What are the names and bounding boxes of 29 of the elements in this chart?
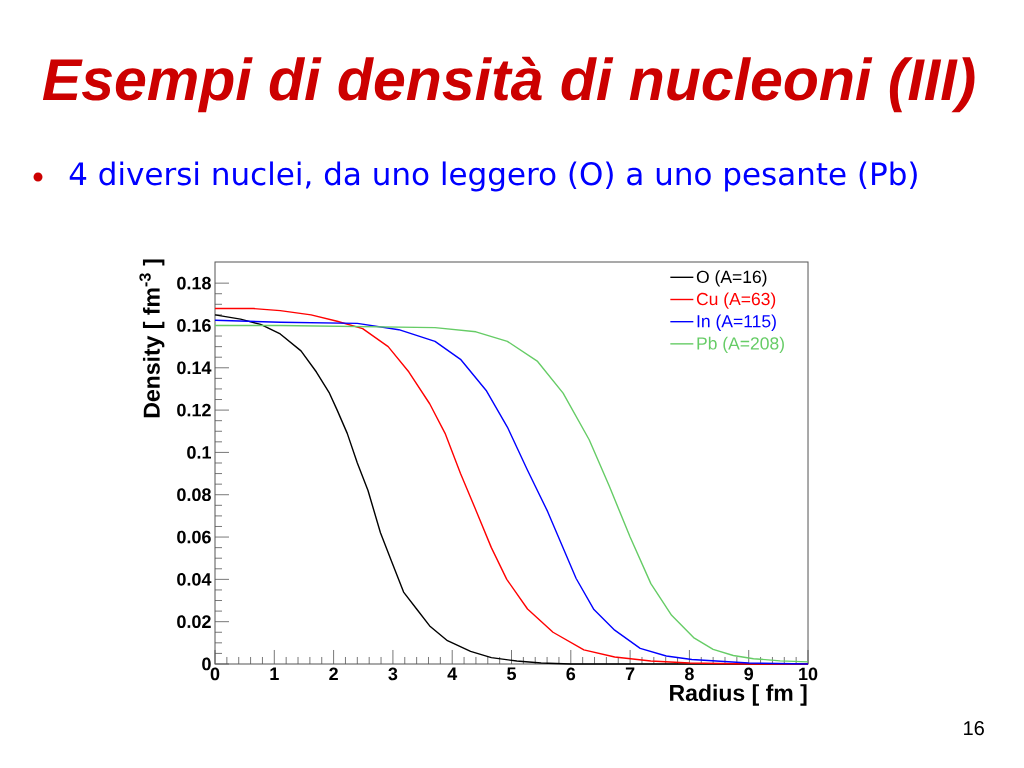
legend-label: In (A=115) — [697, 314, 776, 331]
y-axis-title: Density [ fm$^{-3}$ ] — [139, 259, 165, 418]
x-tick-label: 9 — [744, 667, 754, 681]
x-tick-label: 4 — [447, 667, 458, 680]
y-tick-label: 0.12 — [177, 403, 211, 417]
text: 16 — [964, 721, 984, 736]
legend-label: Pb (A=208) — [697, 336, 784, 354]
y-tick-label: 0.02 — [177, 615, 211, 629]
y-tick-label: 0.14 — [177, 361, 212, 375]
chart-title: Esempi di densità di nucleoni (III) — [42, 56, 975, 113]
x-tick-label: 7 — [625, 667, 635, 680]
y-tick-label: 0.08 — [177, 488, 211, 502]
x-tick-label: 2 — [329, 667, 338, 681]
y-tick-label: 0.16 — [177, 319, 211, 332]
x-tick-label: 10 — [799, 667, 818, 681]
x-tick-label: 6 — [566, 667, 576, 681]
legend-label: O (A=16) — [696, 270, 767, 287]
x-tick-label: 5 — [507, 667, 517, 681]
y-tick-label: 0 — [202, 657, 211, 671]
x-tick-label: 3 — [388, 667, 398, 681]
x-tick-label: 1 — [270, 667, 279, 680]
y-tick-label: 0.04 — [177, 572, 212, 586]
y-tick-label: 0.06 — [177, 530, 211, 544]
y-tick-label: 0.1 — [187, 446, 211, 459]
x-tick-label: 8 — [684, 667, 694, 681]
y-tick-label: 0.18 — [177, 276, 211, 290]
legend-label: Cu (A=63) — [696, 292, 776, 309]
x-axis-title: Radius [ fm ] — [670, 684, 807, 706]
chart-subtitle: 4 diversi nuclei, da uno leggero (O) a uno pesante (Pb) — [69, 161, 917, 192]
